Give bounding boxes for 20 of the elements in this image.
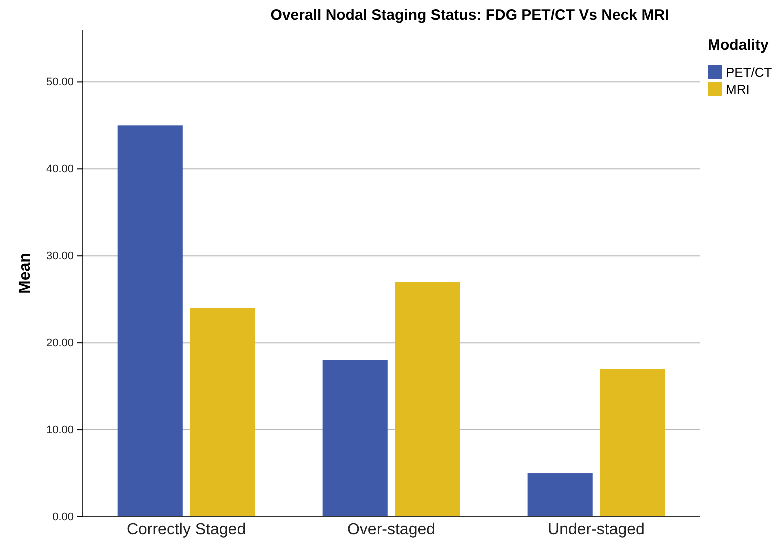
bar: [528, 474, 593, 517]
legend-label: PET/CT: [726, 65, 772, 80]
legend-label: MRI: [726, 82, 750, 97]
chart-title: Overall Nodal Staging Status: FDG PET/CT Vs Neck MRI: [270, 7, 670, 24]
bar: [190, 308, 256, 517]
legend-title: Modality: [708, 37, 770, 54]
bar: [600, 369, 666, 517]
y-tick-label: 50.00: [46, 76, 74, 89]
y-tick-label: 20.00: [46, 338, 74, 350]
x-tick-label: Correctly Staged: [126, 521, 246, 538]
bar: [118, 126, 183, 517]
x-tick-label: Over-staged: [347, 521, 436, 538]
y-tick-label: 40.00: [46, 164, 74, 176]
bar: [395, 282, 460, 517]
y-axis-title: Mean: [17, 253, 34, 294]
y-tick-label: 30.00: [46, 250, 74, 263]
x-tick-label: Under-staged: [548, 521, 645, 538]
y-tick-label: 10.00: [46, 424, 74, 437]
y-tick-label: 0.00: [52, 512, 74, 524]
bar: [322, 360, 388, 517]
